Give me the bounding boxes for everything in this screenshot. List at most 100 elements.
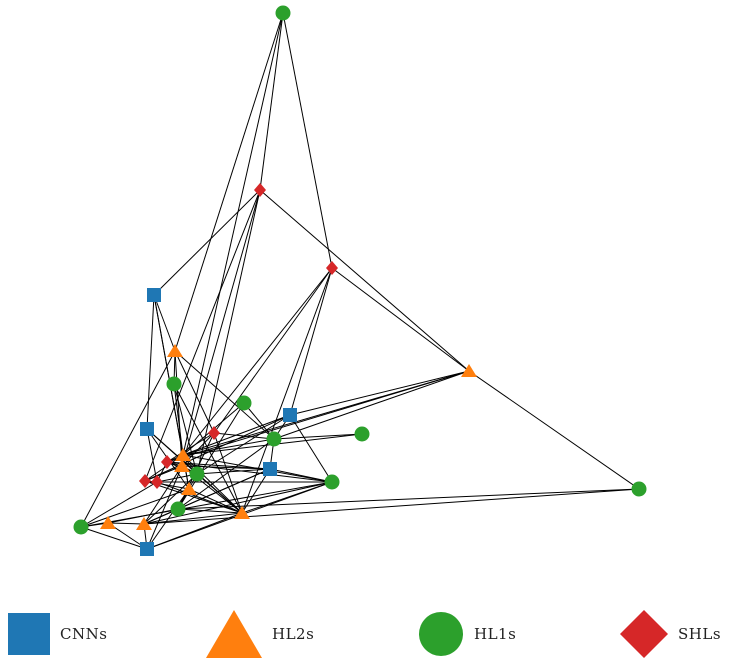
shl-node: [139, 474, 151, 488]
legend-label: HL2s: [272, 625, 315, 643]
graph-edge: [243, 402, 275, 440]
graph-nodes: [73, 5, 647, 556]
graph-edge: [188, 488, 243, 514]
graph-edge: [146, 512, 243, 550]
graph-edge: [153, 294, 176, 352]
hl2-node: [136, 517, 152, 530]
graph-edge: [107, 508, 179, 524]
graph-edge: [146, 294, 155, 430]
graph-edge: [143, 481, 333, 525]
graph-edge: [213, 267, 333, 434]
graph-edge: [259, 189, 470, 372]
hl1-node: [166, 376, 182, 392]
diamond-icon: [620, 610, 668, 658]
hl2-node: [461, 364, 477, 377]
triangle-icon: [206, 610, 262, 658]
hl1-node: [631, 481, 647, 497]
graph-edge: [241, 267, 333, 514]
graph-edge: [146, 488, 190, 550]
graph-edge: [269, 468, 333, 483]
graph-edge: [182, 438, 275, 456]
legend-item-shls: SHLs: [620, 610, 721, 658]
hl1-node: [324, 474, 340, 490]
hl2-node: [234, 506, 250, 519]
graph-edge: [153, 189, 261, 296]
graph-edge: [173, 383, 184, 456]
cnn-node: [140, 542, 154, 556]
graph-edge: [107, 522, 145, 525]
hl2-node: [181, 482, 197, 495]
hl2-node: [174, 459, 190, 472]
square-icon: [8, 613, 50, 655]
graph-edge: [173, 383, 243, 514]
graph-edge: [331, 267, 470, 372]
graph-edge: [156, 481, 243, 514]
graph-edge: [146, 428, 158, 483]
legend-item-hl2s: HL2s: [206, 610, 314, 658]
legend-label: SHLs: [678, 625, 722, 643]
graph-edge: [143, 512, 243, 525]
graph-edge: [144, 465, 183, 482]
hl1-node: [189, 466, 205, 482]
shl-node: [161, 455, 173, 469]
hl1-node: [236, 395, 252, 411]
hl1-node: [73, 519, 89, 535]
graph-edge: [181, 465, 271, 470]
cnn-node: [283, 408, 297, 422]
hl1-node: [275, 5, 291, 21]
graph-edge: [143, 488, 640, 525]
graph-edge: [468, 370, 640, 490]
graph-edge: [196, 468, 271, 475]
graph-edge: [181, 189, 261, 467]
circle-icon: [419, 612, 463, 656]
graph-edge: [166, 432, 215, 463]
cnn-node: [263, 462, 277, 476]
graph-edge: [80, 488, 190, 528]
graph-edge: [174, 350, 215, 434]
hl1-node: [266, 431, 282, 447]
hl1-node: [354, 426, 370, 442]
legend-label: CNNs: [60, 625, 108, 643]
graph-edge: [174, 12, 284, 352]
legend-label: HL1s: [474, 625, 517, 643]
hl2-node: [167, 344, 183, 357]
graph-edge: [259, 12, 284, 191]
shl-node: [326, 261, 338, 275]
shl-node: [208, 426, 220, 440]
graph-edge: [182, 12, 284, 456]
graph-edge: [196, 189, 261, 475]
graph-edge: [146, 465, 183, 550]
graph-edge: [182, 267, 333, 456]
cnn-node: [147, 288, 161, 302]
graph-edge: [273, 370, 470, 440]
graph-edge: [80, 350, 176, 528]
graph-edge: [282, 12, 333, 269]
graph-edge: [174, 350, 275, 440]
graph-edge: [80, 526, 148, 550]
shl-node: [151, 475, 163, 489]
graph-edge: [166, 461, 333, 483]
graph-edge: [289, 370, 470, 416]
legend-item-hl1s: HL1s: [418, 610, 516, 658]
graph-edge: [289, 414, 333, 483]
legend-item-cnns: CNNs: [8, 610, 107, 658]
graph-edge: [144, 189, 261, 482]
network-graph: [73, 5, 647, 556]
graph-edge: [289, 267, 333, 416]
graph-edge: [166, 370, 470, 463]
graph-edge: [144, 480, 243, 514]
hl2-node: [100, 516, 116, 529]
graph-edge: [177, 488, 640, 510]
hl1-node: [170, 501, 186, 517]
graph-edge: [80, 481, 158, 528]
shl-node: [254, 183, 266, 197]
graph-edge: [273, 433, 363, 440]
hl2-node: [175, 448, 191, 461]
graph-edge: [177, 508, 243, 514]
cnn-node: [140, 422, 154, 436]
graph-edge: [80, 481, 333, 528]
graph-edge: [213, 432, 275, 440]
graph-edges: [80, 12, 640, 550]
legend: CNNs HL2s HL1s SHLs: [0, 610, 738, 658]
graph-edge: [174, 350, 183, 467]
